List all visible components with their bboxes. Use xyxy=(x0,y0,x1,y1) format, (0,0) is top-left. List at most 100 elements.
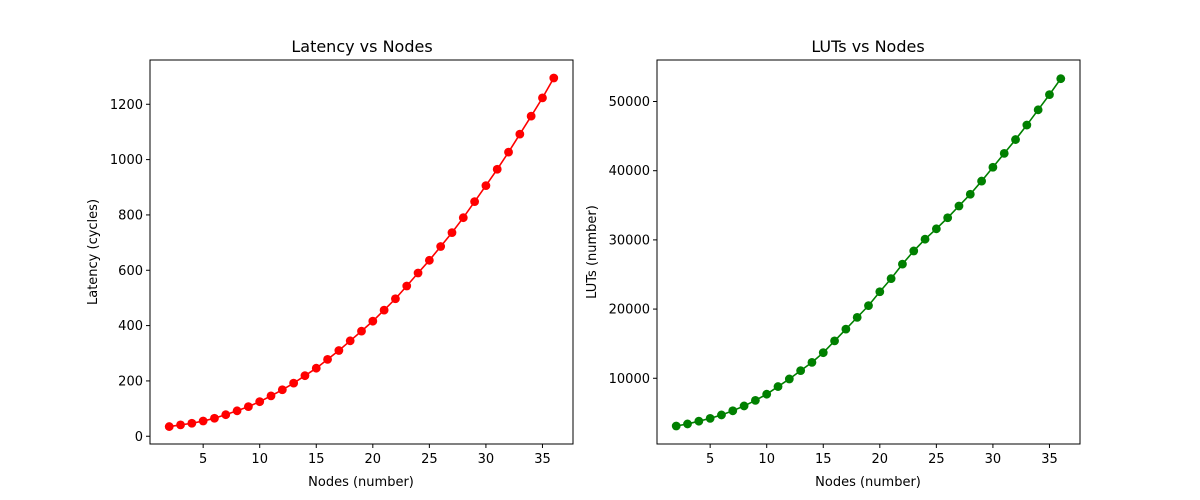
luts-data-point xyxy=(864,301,873,311)
latency-data-point xyxy=(221,410,231,420)
luts-x-axis-label: Nodes (number) xyxy=(815,475,921,490)
luts-data-point xyxy=(762,389,772,399)
latency-y-tick-label: 1000 xyxy=(110,153,143,168)
latency-data-point xyxy=(436,242,446,251)
latency-data-point xyxy=(368,316,378,326)
latency-data-point xyxy=(323,354,332,364)
latency-data-point xyxy=(424,255,434,265)
latency-data-point xyxy=(345,336,355,346)
latency-data-point xyxy=(176,420,185,430)
latency-data-point xyxy=(538,93,547,103)
latency-x-axis: 5 10 15 20 25 30 35 xyxy=(199,444,551,467)
latency-data-point xyxy=(243,402,253,412)
latency-data-point xyxy=(311,363,321,373)
luts-data-point xyxy=(943,213,953,223)
luts-x-axis: 5 10 15 20 25 30 35 xyxy=(706,444,1058,467)
latency-data-point xyxy=(277,385,287,395)
latency-x-tick-label: 20 xyxy=(365,452,382,467)
luts-data-point xyxy=(999,149,1009,158)
luts-data-point xyxy=(1011,135,1020,144)
luts-data-point xyxy=(965,189,975,199)
latency-data-point xyxy=(334,346,344,355)
latency-data-point xyxy=(187,418,197,428)
latency-data-point xyxy=(289,378,299,388)
latency-data-point xyxy=(413,268,423,278)
latency-data-point xyxy=(402,281,412,291)
luts-data-point xyxy=(671,421,681,431)
luts-data-point xyxy=(796,366,806,376)
latency-x-tick-label: 35 xyxy=(534,452,551,467)
luts-data-point xyxy=(830,336,839,346)
latency-chart: Latency vs Nodes 5 10 15 20 25 30 35 0 200 400 60… xyxy=(86,37,574,490)
latency-data-point xyxy=(300,371,310,381)
luts-x-tick-label: 25 xyxy=(928,452,945,467)
luts-data-point xyxy=(886,274,896,284)
latency-y-tick-label: 400 xyxy=(118,319,143,334)
luts-data-point xyxy=(694,416,704,426)
latency-data-point xyxy=(515,129,525,139)
luts-data-point xyxy=(739,401,749,411)
luts-data-point xyxy=(988,162,998,172)
luts-data-point xyxy=(1045,90,1054,99)
luts-series-line xyxy=(676,78,1062,427)
luts-data-point xyxy=(717,410,726,420)
latency-data-point xyxy=(232,406,242,416)
latency-data-point xyxy=(210,413,219,423)
luts-data-point xyxy=(784,374,794,384)
latency-data-point xyxy=(447,228,457,238)
luts-data-point xyxy=(841,324,851,334)
latency-x-tick-label: 5 xyxy=(199,452,207,467)
latency-x-tick-label: 30 xyxy=(478,452,495,467)
latency-chart-title: Latency vs Nodes xyxy=(291,37,432,56)
luts-x-tick-label: 15 xyxy=(815,452,832,467)
latency-x-tick-label: 15 xyxy=(308,452,325,467)
luts-data-point xyxy=(818,348,828,358)
latency-data-point xyxy=(481,181,491,191)
luts-series xyxy=(671,74,1066,431)
luts-y-tick-label: 50000 xyxy=(609,95,650,110)
luts-x-tick-label: 35 xyxy=(1041,452,1058,467)
luts-x-tick-label: 10 xyxy=(758,452,775,467)
luts-x-tick-label: 5 xyxy=(706,452,714,467)
latency-y-tick-label: 1200 xyxy=(110,98,143,113)
luts-data-point xyxy=(728,406,738,416)
latency-data-point xyxy=(458,213,468,223)
luts-data-point xyxy=(1033,105,1043,115)
luts-data-point xyxy=(705,414,715,423)
latency-y-tick-label: 600 xyxy=(118,264,143,279)
luts-y-tick-label: 10000 xyxy=(609,372,650,387)
luts-y-axis: 10000 20000 30000 40000 50000 xyxy=(609,95,657,387)
latency-data-point xyxy=(198,416,208,426)
latency-data-point xyxy=(492,164,502,174)
latency-x-tick-label: 10 xyxy=(251,452,268,467)
luts-data-point xyxy=(931,224,941,234)
luts-chart: LUTs vs Nodes 5 10 15 20 25 30 35 10000 20000 30… xyxy=(585,37,1081,490)
latency-x-tick-label: 25 xyxy=(421,452,438,467)
latency-data-point xyxy=(549,73,559,83)
luts-y-tick-label: 40000 xyxy=(609,164,650,179)
latency-x-axis-label: Nodes (number) xyxy=(308,475,414,490)
luts-plot-frame xyxy=(656,59,1081,445)
latency-y-tick-label: 0 xyxy=(135,430,143,445)
luts-y-axis-label: LUTs (number) xyxy=(585,205,600,299)
luts-data-point xyxy=(1022,120,1032,130)
luts-x-tick-label: 30 xyxy=(985,452,1002,467)
latency-y-axis: 0 200 400 600 800 1000 1200 xyxy=(110,98,150,445)
latency-data-point xyxy=(266,391,276,401)
latency-data-point xyxy=(391,294,400,304)
luts-data-point xyxy=(852,312,862,322)
latency-data-point xyxy=(379,305,389,315)
luts-chart-title: LUTs vs Nodes xyxy=(811,37,924,56)
luts-data-point xyxy=(750,396,760,405)
latency-data-point xyxy=(504,147,513,157)
latency-y-axis-label: Latency (cycles) xyxy=(86,199,101,305)
latency-data-point xyxy=(164,422,174,431)
luts-data-point xyxy=(898,259,907,269)
luts-data-point xyxy=(920,234,930,244)
latency-series xyxy=(164,73,559,431)
latency-data-point xyxy=(357,326,366,336)
latency-data-point xyxy=(526,111,536,121)
luts-data-point xyxy=(683,419,692,429)
latency-data-point xyxy=(255,397,265,407)
